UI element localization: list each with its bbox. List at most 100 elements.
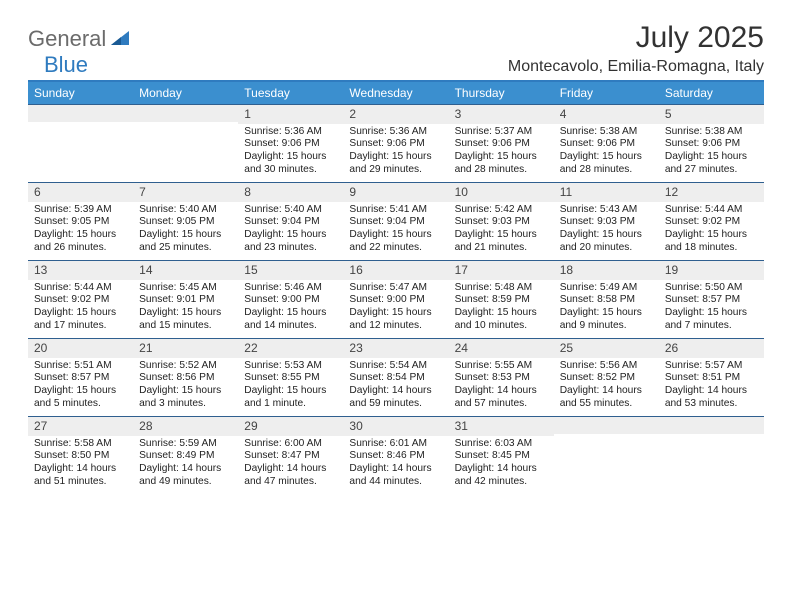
calendar-cell: 19Sunrise: 5:50 AMSunset: 8:57 PMDayligh… [659,260,764,338]
calendar-cell [28,104,133,182]
daylight-line: Daylight: 15 hours and 21 minutes. [455,229,550,255]
day-number: 2 [343,105,448,124]
daylight-line: Daylight: 15 hours and 22 minutes. [349,229,444,255]
sunset-line: Sunset: 9:04 PM [244,216,339,229]
cell-body: Sunrise: 5:39 AMSunset: 9:05 PMDaylight:… [28,202,133,259]
daylight-line: Daylight: 15 hours and 10 minutes. [455,307,550,333]
sunset-line: Sunset: 8:49 PM [139,450,234,463]
daylight-line: Daylight: 14 hours and 47 minutes. [244,463,339,489]
daylight-line: Daylight: 14 hours and 51 minutes. [34,463,129,489]
cell-body: Sunrise: 5:47 AMSunset: 9:00 PMDaylight:… [343,280,448,337]
sunrise-line: Sunrise: 5:54 AM [349,360,444,373]
calendar-cell [659,416,764,494]
brand-part2: Blue [44,52,88,78]
daylight-line: Daylight: 14 hours and 42 minutes. [455,463,550,489]
calendar-cell: 5Sunrise: 5:38 AMSunset: 9:06 PMDaylight… [659,104,764,182]
calendar-cell: 30Sunrise: 6:01 AMSunset: 8:46 PMDayligh… [343,416,448,494]
day-header: Thursday [449,82,554,104]
cell-body: Sunrise: 5:54 AMSunset: 8:54 PMDaylight:… [343,358,448,415]
daylight-line: Daylight: 14 hours and 59 minutes. [349,385,444,411]
cell-body: Sunrise: 5:44 AMSunset: 9:02 PMDaylight:… [659,202,764,259]
sunset-line: Sunset: 9:06 PM [665,138,760,151]
day-number: 5 [659,105,764,124]
sunset-line: Sunset: 8:52 PM [560,372,655,385]
day-number: 7 [133,183,238,202]
cell-body: Sunrise: 5:58 AMSunset: 8:50 PMDaylight:… [28,436,133,493]
sunrise-line: Sunrise: 5:57 AM [665,360,760,373]
cell-body: Sunrise: 5:45 AMSunset: 9:01 PMDaylight:… [133,280,238,337]
sunrise-line: Sunrise: 5:56 AM [560,360,655,373]
sunset-line: Sunset: 8:53 PM [455,372,550,385]
day-number: 26 [659,339,764,358]
daylight-line: Daylight: 14 hours and 53 minutes. [665,385,760,411]
day-number: 18 [554,261,659,280]
daylight-line: Daylight: 15 hours and 23 minutes. [244,229,339,255]
sunset-line: Sunset: 8:46 PM [349,450,444,463]
sunrise-line: Sunrise: 6:01 AM [349,438,444,451]
day-header: Friday [554,82,659,104]
day-number: 15 [238,261,343,280]
daylight-line: Daylight: 15 hours and 30 minutes. [244,151,339,177]
sunset-line: Sunset: 8:59 PM [455,294,550,307]
daylight-line: Daylight: 15 hours and 27 minutes. [665,151,760,177]
sunrise-line: Sunrise: 5:53 AM [244,360,339,373]
daylight-line: Daylight: 15 hours and 17 minutes. [34,307,129,333]
calendar-cell [554,416,659,494]
cell-body: Sunrise: 5:53 AMSunset: 8:55 PMDaylight:… [238,358,343,415]
cell-body: Sunrise: 6:00 AMSunset: 8:47 PMDaylight:… [238,436,343,493]
calendar-cell: 8Sunrise: 5:40 AMSunset: 9:04 PMDaylight… [238,182,343,260]
daylight-line: Daylight: 15 hours and 25 minutes. [139,229,234,255]
sunrise-line: Sunrise: 5:55 AM [455,360,550,373]
sunset-line: Sunset: 8:57 PM [34,372,129,385]
sunrise-line: Sunrise: 5:37 AM [455,126,550,139]
day-number [659,417,764,434]
sunrise-line: Sunrise: 5:44 AM [34,282,129,295]
calendar-cell: 16Sunrise: 5:47 AMSunset: 9:00 PMDayligh… [343,260,448,338]
day-number: 29 [238,417,343,436]
calendar-cell: 15Sunrise: 5:46 AMSunset: 9:00 PMDayligh… [238,260,343,338]
sunrise-line: Sunrise: 5:46 AM [244,282,339,295]
calendar-cell: 31Sunrise: 6:03 AMSunset: 8:45 PMDayligh… [449,416,554,494]
calendar-cell: 1Sunrise: 5:36 AMSunset: 9:06 PMDaylight… [238,104,343,182]
sunset-line: Sunset: 9:02 PM [34,294,129,307]
day-number: 17 [449,261,554,280]
day-header: Sunday [28,82,133,104]
day-number: 11 [554,183,659,202]
calendar-cell: 17Sunrise: 5:48 AMSunset: 8:59 PMDayligh… [449,260,554,338]
day-number [554,417,659,434]
day-number: 16 [343,261,448,280]
sunset-line: Sunset: 9:03 PM [455,216,550,229]
cell-body: Sunrise: 5:36 AMSunset: 9:06 PMDaylight:… [238,124,343,181]
calendar-cell: 20Sunrise: 5:51 AMSunset: 8:57 PMDayligh… [28,338,133,416]
day-number: 19 [659,261,764,280]
sunrise-line: Sunrise: 5:49 AM [560,282,655,295]
sunrise-line: Sunrise: 5:50 AM [665,282,760,295]
calendar-cell: 12Sunrise: 5:44 AMSunset: 9:02 PMDayligh… [659,182,764,260]
sunset-line: Sunset: 9:02 PM [665,216,760,229]
day-number: 31 [449,417,554,436]
daylight-line: Daylight: 15 hours and 26 minutes. [34,229,129,255]
day-number: 4 [554,105,659,124]
sunrise-line: Sunrise: 5:47 AM [349,282,444,295]
daylight-line: Daylight: 15 hours and 15 minutes. [139,307,234,333]
cell-body: Sunrise: 5:57 AMSunset: 8:51 PMDaylight:… [659,358,764,415]
cell-body: Sunrise: 5:37 AMSunset: 9:06 PMDaylight:… [449,124,554,181]
daylight-line: Daylight: 15 hours and 20 minutes. [560,229,655,255]
sunrise-line: Sunrise: 6:00 AM [244,438,339,451]
calendar-cell: 29Sunrise: 6:00 AMSunset: 8:47 PMDayligh… [238,416,343,494]
calendar-cell: 28Sunrise: 5:59 AMSunset: 8:49 PMDayligh… [133,416,238,494]
sunset-line: Sunset: 8:47 PM [244,450,339,463]
sunrise-line: Sunrise: 5:44 AM [665,204,760,217]
location: Montecavolo, Emilia-Romagna, Italy [508,58,764,76]
sunset-line: Sunset: 8:56 PM [139,372,234,385]
sunrise-line: Sunrise: 5:51 AM [34,360,129,373]
daylight-line: Daylight: 14 hours and 44 minutes. [349,463,444,489]
brand-triangle-icon [111,29,133,50]
calendar-cell [133,104,238,182]
daylight-line: Daylight: 15 hours and 3 minutes. [139,385,234,411]
day-number: 3 [449,105,554,124]
sunrise-line: Sunrise: 5:36 AM [244,126,339,139]
day-header: Monday [133,82,238,104]
cell-body: Sunrise: 5:50 AMSunset: 8:57 PMDaylight:… [659,280,764,337]
calendar-cell: 14Sunrise: 5:45 AMSunset: 9:01 PMDayligh… [133,260,238,338]
